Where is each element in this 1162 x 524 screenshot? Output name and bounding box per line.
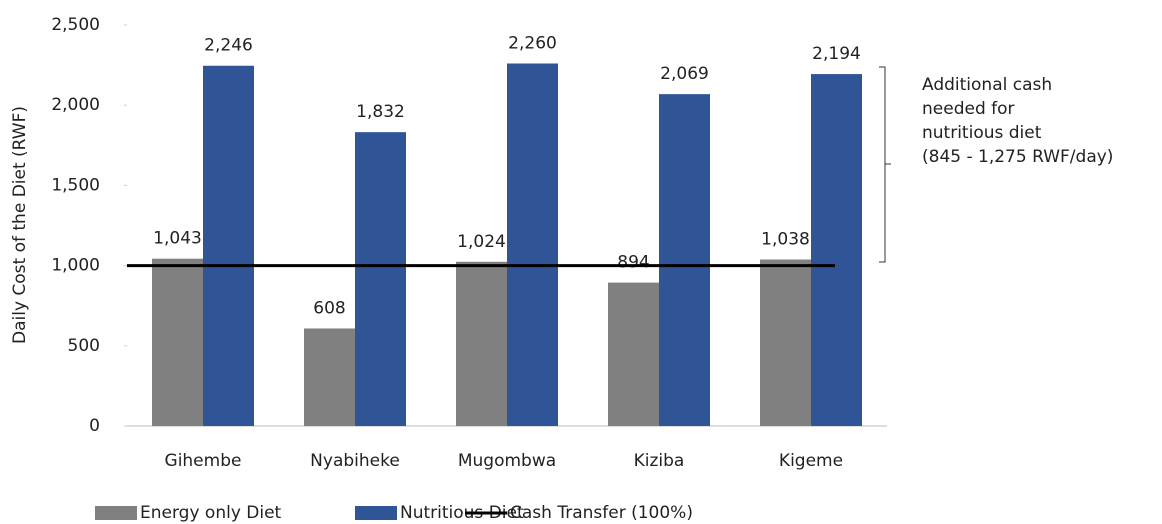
annotation: needed for: [922, 99, 1015, 119]
bar: [203, 65, 254, 426]
bar: [152, 258, 203, 426]
data-label: 2,069: [660, 64, 709, 84]
y-tick-label: 1,500: [51, 175, 100, 195]
legend-swatch: [95, 506, 137, 520]
y-axis-label: Daily Cost of the Diet (RWF): [10, 106, 30, 344]
x-tick-label: Kiziba: [634, 451, 685, 471]
x-tick-label: Nyabiheke: [310, 451, 400, 471]
y-tick-label: 0: [89, 416, 100, 436]
bar: [608, 282, 659, 426]
annotation: (845 - 1,275 RWF/day): [922, 147, 1113, 167]
x-tick-label: Kigeme: [779, 451, 843, 471]
legend-swatch: [355, 506, 397, 520]
bar: [760, 259, 811, 426]
data-label: 1,024: [457, 232, 506, 252]
x-tick-label: Mugombwa: [458, 451, 556, 471]
legend-label: Nutritious Diet: [400, 503, 524, 523]
bar: [811, 74, 862, 426]
bar: [659, 94, 710, 427]
bar: [507, 63, 558, 426]
data-label: 894: [617, 253, 649, 273]
data-label: 1,832: [356, 102, 405, 122]
data-label: 2,260: [508, 33, 557, 53]
x-tick-label: Gihembe: [165, 451, 242, 471]
y-tick-label: 1,000: [51, 256, 100, 276]
data-label: 1,043: [153, 229, 202, 249]
y-tick-label: 2,500: [51, 15, 100, 35]
y-tick-label: 500: [68, 336, 100, 356]
legend-label: Energy only Diet: [140, 503, 282, 523]
data-label: 2,194: [812, 44, 861, 64]
bar: [304, 328, 355, 426]
bar: [355, 132, 406, 426]
annotation: Additional cash: [922, 75, 1052, 95]
bracket: [879, 66, 891, 263]
bar: [456, 261, 507, 426]
data-label: 2,246: [204, 36, 253, 56]
annotation: nutritious diet: [922, 123, 1042, 143]
legend-label: Cash Transfer (100%): [510, 503, 693, 523]
data-label: 1,038: [761, 230, 810, 250]
data-label: 608: [313, 298, 345, 318]
y-tick-label: 2,000: [51, 95, 100, 115]
